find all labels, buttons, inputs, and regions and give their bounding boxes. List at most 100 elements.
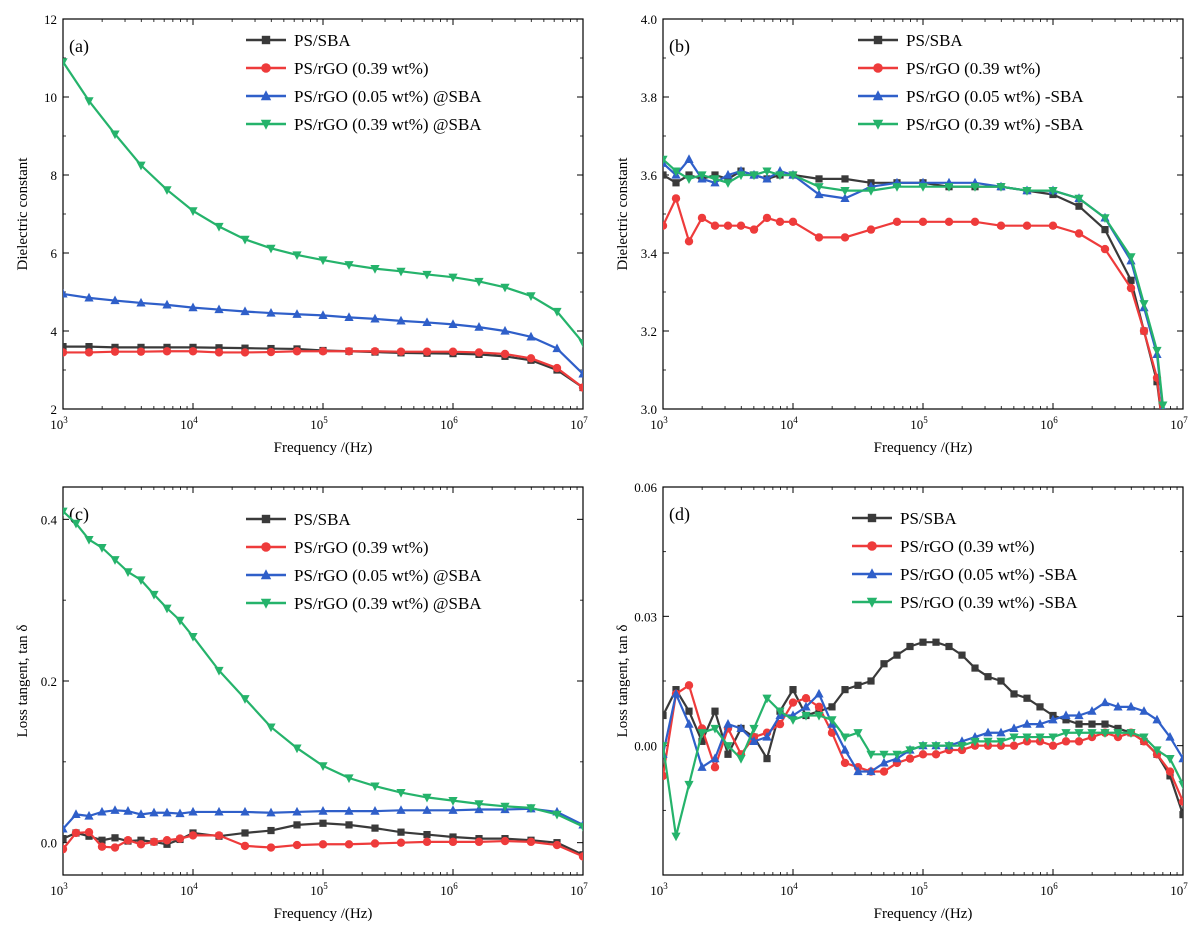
data-point xyxy=(1126,283,1136,293)
data-point xyxy=(672,179,680,187)
data-point xyxy=(110,295,120,305)
data-point xyxy=(762,173,772,183)
data-point xyxy=(710,724,720,734)
data-point xyxy=(684,780,694,790)
legend-marker xyxy=(260,569,272,580)
data-point xyxy=(175,834,185,843)
data-point xyxy=(815,707,823,715)
data-point xyxy=(1009,741,1019,750)
data-point xyxy=(318,256,328,266)
data-point xyxy=(578,822,583,832)
data-point xyxy=(136,809,146,818)
x-axis-label: Frequency /(Hz) xyxy=(274,906,373,922)
data-point xyxy=(1074,229,1084,238)
data-point xyxy=(1036,703,1044,711)
data-point xyxy=(110,556,120,565)
data-point xyxy=(723,719,733,728)
data-point xyxy=(175,808,185,818)
data-point xyxy=(63,507,68,517)
data-point xyxy=(474,800,484,809)
data-point xyxy=(422,347,432,356)
data-point xyxy=(319,819,327,827)
data-point xyxy=(110,130,120,140)
data-point xyxy=(396,267,406,277)
data-point xyxy=(749,736,759,745)
data-point xyxy=(474,348,484,357)
data-point xyxy=(162,807,172,817)
data-point xyxy=(1062,716,1070,724)
data-point xyxy=(188,806,198,816)
data-point xyxy=(1152,714,1162,724)
data-point xyxy=(1139,326,1149,336)
data-point xyxy=(1100,244,1110,254)
x-tick-label: 106 xyxy=(1040,881,1058,898)
data-point xyxy=(292,840,302,850)
data-point xyxy=(292,744,302,754)
data-point xyxy=(944,742,954,751)
data-point xyxy=(841,686,849,694)
data-point xyxy=(63,343,67,351)
data-point xyxy=(214,666,224,676)
data-point xyxy=(663,221,668,230)
data-point xyxy=(971,664,979,672)
legend-entry-label: PS/rGO (0.39 wt%) xyxy=(900,537,1035,556)
data-point xyxy=(63,823,68,833)
data-point xyxy=(749,171,759,181)
data-point xyxy=(906,642,914,651)
data-point xyxy=(1022,221,1032,230)
data-point xyxy=(63,348,68,357)
legend-marker xyxy=(261,514,271,524)
data-point xyxy=(788,698,798,707)
data-point xyxy=(344,347,354,356)
data-point xyxy=(1166,772,1174,780)
data-point xyxy=(984,673,992,681)
data-point xyxy=(293,821,301,829)
x-tick-label: 107 xyxy=(1170,881,1188,898)
data-point xyxy=(397,828,405,836)
data-point xyxy=(526,837,536,847)
data-point xyxy=(240,235,250,245)
data-point xyxy=(879,757,889,767)
data-point xyxy=(266,807,276,817)
data-point xyxy=(188,632,198,642)
legend-entry-label: PS/rGO (0.39 wt%) xyxy=(294,59,429,78)
x-tick-label: 107 xyxy=(570,415,588,432)
data-point xyxy=(526,292,536,301)
chart-panel-c: 103 104 105 106 107 0.0 0.2 0.4 Frequency /(Hz) L… xyxy=(15,486,588,922)
data-point xyxy=(84,292,94,302)
data-point xyxy=(723,742,733,751)
data-point xyxy=(84,97,94,106)
data-point xyxy=(905,754,915,763)
data-point xyxy=(149,807,159,817)
data-point xyxy=(474,322,484,331)
x-tick-label: 106 xyxy=(1040,415,1058,432)
data-point xyxy=(775,707,785,717)
data-point xyxy=(840,193,850,202)
legend-marker xyxy=(260,598,272,609)
data-point xyxy=(396,838,406,847)
data-point xyxy=(1048,714,1058,724)
data-point xyxy=(552,343,562,353)
chart-panel-d: 103 104 105 106 107 0.00 0.03 0.06 Frequency /(H… xyxy=(615,480,1188,922)
data-point xyxy=(136,297,146,307)
data-point xyxy=(814,702,824,712)
data-point xyxy=(996,221,1006,230)
x-axis-label: Frequency /(Hz) xyxy=(874,906,973,922)
data-point xyxy=(149,590,159,600)
data-point xyxy=(1048,187,1058,196)
data-point xyxy=(1009,723,1019,733)
legend-marker xyxy=(867,513,877,523)
chart-panel-a: 103 104 105 106 107 2 4 6 8 10 12 Frequency /(Hz) Di… xyxy=(15,12,588,456)
data-point xyxy=(370,839,380,848)
data-point xyxy=(71,828,81,838)
x-tick-label: 103 xyxy=(650,415,668,432)
data-point xyxy=(344,840,354,849)
data-point xyxy=(318,347,328,356)
data-point xyxy=(84,535,94,545)
data-point xyxy=(1035,733,1045,743)
data-point xyxy=(240,306,250,316)
data-point xyxy=(853,729,863,738)
legend-entry-label: PS/SBA xyxy=(294,510,351,529)
data-point xyxy=(578,368,583,378)
data-point xyxy=(685,171,693,179)
